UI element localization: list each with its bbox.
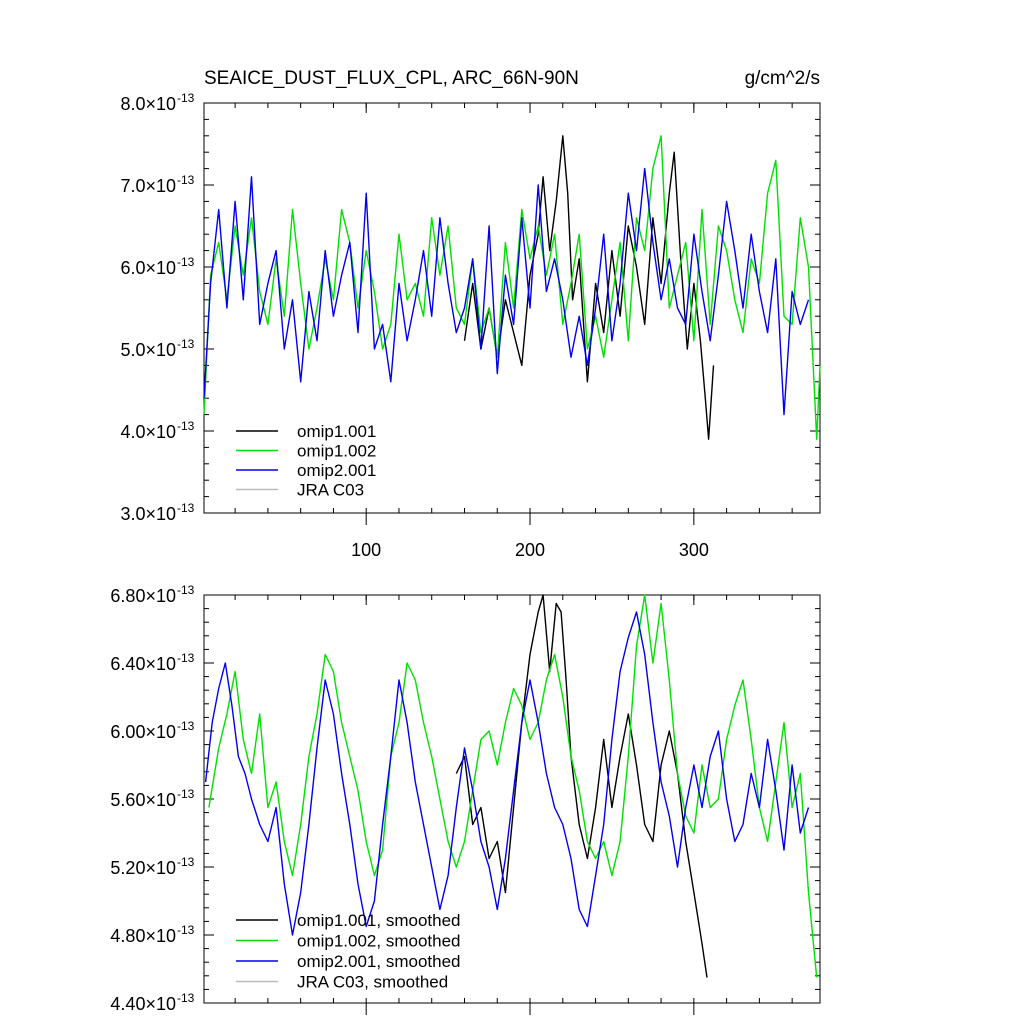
x-tick-label: 100	[351, 540, 381, 560]
y-tick-exponent: -13	[177, 91, 195, 105]
legend-label: JRA C03	[297, 481, 364, 500]
legend-label: omip1.001	[297, 422, 376, 441]
y-tick-exponent: -13	[177, 583, 195, 597]
y-tick-exponent: -13	[177, 855, 195, 869]
units-label: g/cm^2/s	[745, 68, 820, 89]
y-tick-label: 7.0×10	[120, 176, 176, 196]
series-line-omip1-001-smoothed	[455, 594, 708, 978]
y-tick-exponent: -13	[177, 419, 195, 433]
y-tick-label: 5.20×10	[110, 858, 176, 878]
y-tick-exponent: -13	[177, 651, 195, 665]
legend-label: omip1.002, smoothed	[297, 932, 461, 951]
legend-label: omip1.001, smoothed	[297, 911, 461, 930]
x-tick-label: 200	[515, 540, 545, 560]
legend-label: omip2.001, smoothed	[297, 952, 461, 971]
y-tick-exponent: -13	[177, 787, 195, 801]
series-line-omip2-001-smoothed	[204, 611, 810, 936]
y-tick-exponent: -13	[177, 255, 195, 269]
x-tick-label: 300	[679, 540, 709, 560]
y-tick-exponent: -13	[177, 501, 195, 515]
legend-label: omip1.002	[297, 442, 376, 461]
plot-frame	[203, 102, 821, 514]
y-tick-label: 6.00×10	[110, 722, 176, 742]
y-tick-label: 5.60×10	[110, 790, 176, 810]
y-tick-label: 6.40×10	[110, 654, 176, 674]
series-line-omip1-002	[203, 135, 821, 440]
bottom-panel: 4.40×10 -134.80×10 -135.20×10 -135.60×10 -13…	[110, 583, 821, 1015]
y-tick-label: 6.0×10	[120, 258, 176, 278]
y-tick-label: 6.80×10	[110, 586, 176, 606]
y-tick-label: 8.0×10	[120, 94, 176, 114]
chart-title: SEAICE_DUST_FLUX_CPL, ARC_66N-90N	[204, 68, 579, 89]
y-tick-exponent: -13	[177, 173, 195, 187]
y-tick-label: 4.0×10	[120, 422, 176, 442]
y-tick-label: 4.80×10	[110, 926, 176, 946]
y-tick-label: 5.0×10	[120, 340, 176, 360]
y-tick-label: 3.0×10	[120, 504, 176, 524]
y-tick-exponent: -13	[177, 991, 195, 1005]
legend-label: JRA C03, smoothed	[297, 973, 448, 992]
top-panel: SEAICE_DUST_FLUX_CPL, ARC_66N-90N g/cm^2…	[120, 68, 821, 560]
series-line-omip1-002-smoothed	[208, 594, 818, 978]
y-tick-exponent: -13	[177, 337, 195, 351]
series-line-omip2-001	[203, 167, 810, 416]
y-tick-label: 4.40×10	[110, 994, 176, 1014]
legend-label: omip2.001	[297, 461, 376, 480]
y-tick-exponent: -13	[177, 719, 195, 733]
y-tick-exponent: -13	[177, 923, 195, 937]
